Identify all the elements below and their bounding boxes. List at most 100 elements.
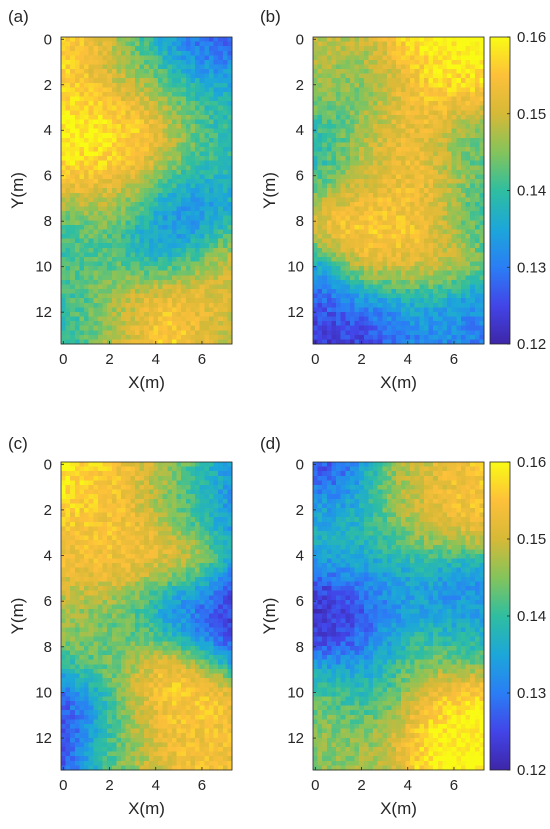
heatmap-cell [84,279,90,286]
heatmap-cell [130,73,136,79]
heatmap-cell [317,96,323,102]
heatmap-cell [84,183,90,189]
heatmap-cell [121,325,127,331]
heatmap-cell [359,201,365,208]
heatmap-cell [386,339,393,345]
heatmap-cell [65,220,71,226]
heatmap-cell [410,96,416,102]
heatmap-cell [336,311,342,318]
heatmap-cell [222,307,228,313]
heatmap-cell [148,179,155,185]
heatmap-cell [456,137,462,143]
heatmap-cell [386,69,393,75]
heatmap-cell [456,59,462,66]
heatmap-cell [336,87,342,93]
heatmap-cell [363,179,370,185]
heatmap-cell [396,293,402,299]
heatmap-cell [111,307,118,313]
heatmap-cell [317,234,323,240]
heatmap-cell [433,165,439,171]
heatmap-cell [167,211,173,217]
heatmap-cell [345,128,351,134]
heatmap-cell [423,160,430,166]
heatmap-cell [377,128,383,134]
heatmap-cell [331,284,337,290]
heatmap-cell [414,137,420,143]
heatmap-cell [134,179,141,185]
heatmap-cell [185,55,191,61]
heatmap-cell [79,215,85,221]
heatmap-cell [148,146,155,153]
heatmap-cell [102,339,108,345]
heatmap-cell [336,220,342,226]
heatmap-cell [102,289,108,295]
heatmap-cell [227,325,233,331]
heatmap-cell [382,321,388,327]
heatmap-cell [336,275,342,281]
heatmap-cell [134,197,141,203]
heatmap-cell [340,133,346,139]
heatmap-cell [195,37,201,43]
heatmap-cell [470,183,476,189]
heatmap-cell [162,247,168,253]
heatmap-cell [148,211,155,217]
heatmap-cell [153,119,159,125]
heatmap-cell [451,183,457,189]
heatmap-cell [437,183,443,189]
heatmap-cell [428,311,434,318]
heatmap-cell [61,101,67,107]
heatmap-cell [130,183,136,189]
heatmap-cell [158,169,164,176]
heatmap-cell [88,293,94,299]
heatmap-cell [437,243,443,249]
heatmap-cell [190,289,196,295]
heatmap-cell [153,197,159,203]
heatmap-cell [331,261,337,267]
heatmap-cell [190,96,196,102]
heatmap-cell [423,284,430,290]
heatmap-cell [331,339,337,345]
heatmap-cell [317,188,323,194]
heatmap-cell [465,41,471,47]
heatmap-cell [423,215,430,221]
heatmap-cell [102,87,108,93]
heatmap-cell [363,330,370,336]
heatmap-cell [451,142,457,148]
heatmap-cell [222,243,228,249]
heatmap-cell [336,215,342,221]
heatmap-cell [377,197,383,203]
heatmap-cell [158,142,164,148]
heatmap-cell [340,82,346,88]
heatmap-cell [130,284,136,290]
heatmap-cell [158,325,164,331]
heatmap-cell [331,73,337,79]
heatmap-cell [423,55,430,61]
heatmap-cell [340,298,346,304]
heatmap-cell [410,46,416,52]
heatmap-cell [176,238,182,244]
heatmap-cell [227,101,233,107]
heatmap-cell [176,87,182,93]
heatmap-cell [162,211,168,217]
heatmap-cell [111,55,118,61]
heatmap-cell [322,284,328,290]
heatmap-cell [363,261,370,267]
heatmap-cell [331,220,337,226]
heatmap-cell [479,160,485,166]
heatmap-cell [423,46,430,52]
heatmap-cell [423,37,430,43]
heatmap-cell [93,289,99,295]
heatmap-cell [195,321,201,327]
heatmap-cell [162,234,168,240]
heatmap-cell [391,128,397,134]
heatmap-cell [331,229,337,235]
heatmap-cell [419,82,425,88]
heatmap-cell [162,50,168,56]
heatmap-cell [65,69,71,75]
heatmap-cell [382,238,388,244]
heatmap-cell [148,279,155,286]
heatmap-cell [437,238,443,244]
heatmap-cell [70,174,76,180]
heatmap-cell [442,96,448,102]
heatmap-cell [84,289,90,295]
